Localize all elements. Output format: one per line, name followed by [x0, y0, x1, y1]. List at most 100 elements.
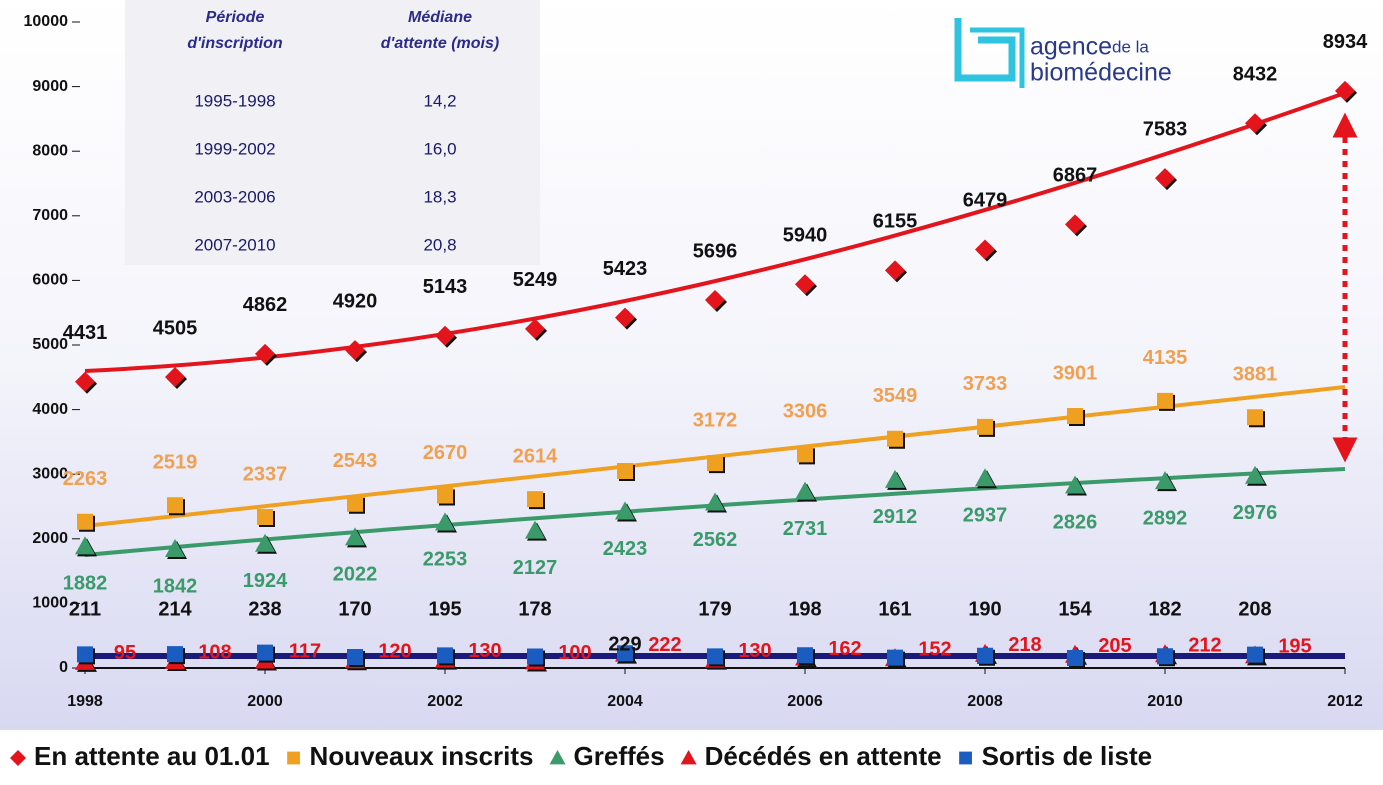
legend-label: Sortis de liste	[982, 741, 1153, 771]
marker	[525, 318, 545, 339]
data-label: 6867	[1053, 165, 1098, 187]
y-tick-label: 1000	[32, 595, 68, 612]
data-label: 8432	[1233, 64, 1278, 86]
table-cell: 1995-1998	[194, 91, 275, 110]
data-label: 5696	[693, 240, 738, 262]
marker	[257, 644, 273, 661]
data-label: 120	[378, 641, 411, 663]
marker	[1065, 214, 1085, 235]
legend-marker	[680, 750, 697, 765]
data-label: 195	[428, 598, 461, 620]
marker	[527, 491, 543, 508]
legend-marker	[10, 750, 26, 766]
marker	[345, 340, 365, 361]
data-label: 2253	[423, 549, 468, 571]
data-label: 4920	[333, 290, 378, 312]
legend-marker	[287, 751, 300, 765]
y-tick-label: 10000	[24, 13, 69, 30]
marker	[1067, 650, 1083, 667]
x-tick-label: 2002	[427, 693, 463, 710]
data-label: 4431	[63, 322, 108, 344]
marker	[1065, 475, 1085, 494]
data-label: 1924	[243, 570, 288, 592]
data-label: 195	[1278, 636, 1311, 658]
x-tick-label: 2010	[1147, 693, 1183, 710]
table-header-line: d'attente (mois)	[381, 35, 499, 52]
marker	[1245, 113, 1265, 134]
table-cell: 20,8	[423, 235, 456, 254]
table-header: Période d'inscription	[187, 9, 283, 52]
data-label: 179	[698, 598, 731, 620]
marker	[1157, 648, 1173, 665]
x-tick-label: 2012	[1327, 693, 1363, 710]
data-label: 152	[918, 638, 951, 660]
marker	[1155, 168, 1175, 189]
data-label: 211	[69, 598, 101, 620]
data-label: 182	[1148, 598, 1181, 620]
marker	[617, 462, 633, 479]
marker	[345, 527, 365, 546]
data-label: 2937	[963, 505, 1008, 527]
marker	[257, 509, 273, 526]
data-label: 212	[1188, 635, 1221, 657]
data-label: 2731	[783, 518, 828, 540]
data-label: 130	[468, 640, 501, 662]
marker	[885, 260, 905, 281]
marker	[255, 343, 275, 364]
data-label: 5143	[423, 276, 468, 298]
x-tick-label: 1998	[67, 693, 103, 710]
data-label: 205	[1098, 635, 1131, 657]
data-label: 238	[248, 598, 281, 620]
marker	[347, 649, 363, 666]
marker	[1157, 392, 1173, 409]
data-label: 162	[828, 638, 861, 660]
marker	[75, 536, 95, 555]
table-background	[125, 0, 540, 265]
data-label: 3172	[693, 409, 738, 431]
data-label: 222	[648, 634, 681, 656]
marker	[707, 455, 723, 472]
marker	[617, 645, 633, 662]
data-label: 1842	[153, 575, 198, 597]
marker	[165, 539, 185, 558]
marker	[977, 418, 993, 435]
legend-label: En attente au 01.01	[34, 741, 270, 771]
data-label: 108	[198, 641, 231, 663]
marker	[435, 512, 455, 531]
data-label: 4862	[243, 294, 288, 316]
data-label: 2263	[63, 468, 108, 490]
data-label: 117	[289, 641, 321, 663]
data-label: 1882	[63, 573, 108, 595]
table-cell: 14,2	[423, 91, 456, 110]
data-label: 218	[1008, 634, 1041, 656]
data-label: 6155	[873, 211, 918, 233]
marker	[1155, 471, 1175, 490]
logo-text: de la	[1112, 37, 1149, 56]
data-label: 100	[558, 642, 591, 664]
y-tick-label: 4000	[32, 401, 68, 418]
data-label: 2912	[873, 506, 918, 528]
logo-icon	[970, 27, 1025, 88]
data-label: 2562	[693, 529, 738, 551]
legend-label: Greffés	[574, 741, 665, 771]
y-tick-label: 2000	[32, 530, 68, 547]
y-tick-label: 7000	[32, 207, 68, 224]
table-header-line: Médiane	[408, 9, 472, 26]
data-label: 4135	[1143, 347, 1188, 369]
marker	[795, 274, 815, 295]
x-tick-label: 2006	[787, 693, 823, 710]
marker	[437, 647, 453, 664]
marker	[77, 646, 93, 663]
data-label: 170	[338, 598, 371, 620]
data-label: 2337	[243, 463, 288, 485]
marker	[975, 468, 995, 487]
y-tick-label: 5000	[32, 336, 68, 353]
y-tick-label: 8000	[32, 142, 68, 159]
marker	[347, 495, 363, 512]
data-label: 161	[878, 598, 911, 620]
data-label: 3901	[1053, 362, 1098, 384]
table-header: Médiane d'attente (mois)	[381, 9, 499, 52]
marker	[75, 371, 95, 392]
data-label: 2022	[333, 564, 378, 586]
